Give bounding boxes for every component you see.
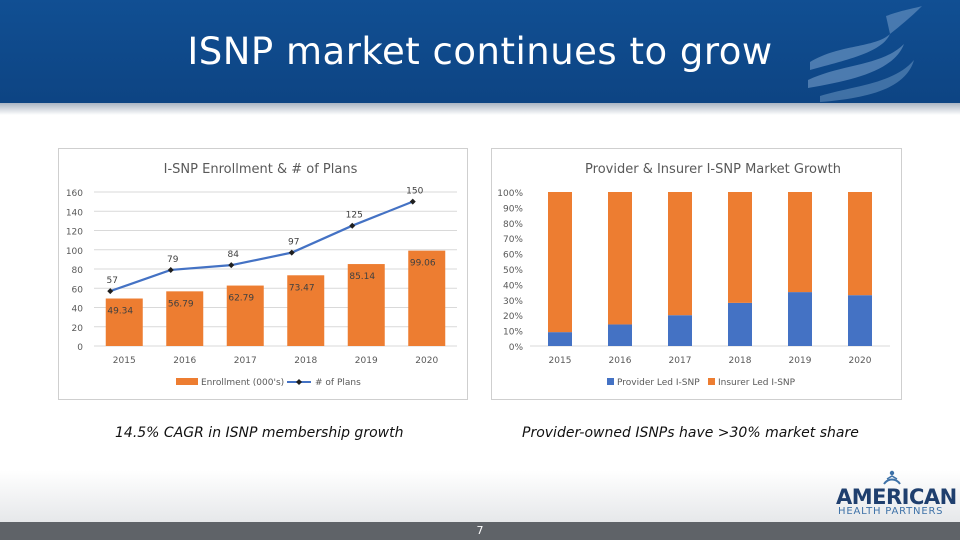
x-tick-label: 2015 <box>549 356 572 366</box>
plans-line <box>109 200 414 293</box>
bar-provider-led <box>668 315 692 346</box>
x-tick-label: 2019 <box>355 356 378 366</box>
plans-point <box>228 262 235 269</box>
x-tick-label: 2018 <box>294 356 317 366</box>
bar-insurer-led <box>548 192 572 333</box>
bar-enrollment <box>347 264 385 346</box>
caption-right: Provider-owned ISNPs have >30% market sh… <box>522 425 859 441</box>
y-tick-label: 40% <box>503 281 523 291</box>
x-tick-label: 2016 <box>609 356 632 366</box>
y-tick-label: 20 <box>72 324 84 334</box>
legend-swatch-provider <box>607 378 614 385</box>
line-data-label: 79 <box>167 255 179 265</box>
bar-data-label: 73.47 <box>289 283 315 293</box>
y-tick-label: 20% <box>503 312 523 322</box>
bar-enrollment <box>105 298 143 346</box>
bar-provider-led <box>728 302 752 346</box>
y-tick-label: 90% <box>503 204 523 214</box>
y-tick-label: 120 <box>66 228 83 238</box>
bar-insurer-led <box>668 192 692 316</box>
y-tick-label: 0% <box>509 343 524 353</box>
plans-point <box>167 266 174 273</box>
y-tick-label: 70% <box>503 235 523 245</box>
legend-marker-plans <box>296 379 302 385</box>
bar-provider-led <box>608 324 632 346</box>
waves-logo-icon <box>808 6 922 102</box>
enrollment-chart: I-SNP Enrollment & # of Plans 0 20 40 60 80 10… <box>66 162 457 388</box>
x-tick-label: 2015 <box>113 356 136 366</box>
bar-data-label: 49.34 <box>107 307 133 317</box>
y-tick-label: 100 <box>66 247 83 257</box>
x-tick-label: 2020 <box>415 356 438 366</box>
bar-data-label: 62.79 <box>228 294 254 304</box>
legend-swatch-insurer <box>708 378 715 385</box>
legend-label: Provider Led I-SNP <box>617 378 700 388</box>
bar-insurer-led <box>848 192 872 296</box>
bar-provider-led <box>788 292 812 346</box>
legend-label: Enrollment (000's) <box>201 378 284 388</box>
y-tick-label: 0 <box>77 343 83 353</box>
market-growth-chart-panel: Provider & Insurer I-SNP Market Growth 0%… <box>491 148 902 400</box>
x-tick-label: 2017 <box>669 356 692 366</box>
plans-point <box>349 222 356 229</box>
page-number: 7 <box>476 524 484 537</box>
caption-left: 14.5% CAGR in ISNP membership growth <box>115 425 404 441</box>
legend-label: # of Plans <box>315 378 361 388</box>
header-bar: ISNP market continues to grow <box>0 0 960 115</box>
plans-point <box>107 288 114 295</box>
bar-data-label: 56.79 <box>168 299 194 309</box>
y-tick-label: 100% <box>497 189 523 199</box>
y-tick-label: 50% <box>503 266 523 276</box>
company-subtitle: HEALTH PARTNERS <box>838 506 944 517</box>
line-data-label: 150 <box>406 187 423 197</box>
bar-insurer-led <box>728 192 752 303</box>
line-data-label: 84 <box>228 250 240 260</box>
y-tick-label: 140 <box>66 208 83 218</box>
bottom-fade <box>0 470 960 522</box>
y-tick-label: 60% <box>503 251 523 261</box>
plans-point <box>288 249 295 256</box>
y-tick-label: 30% <box>503 297 523 307</box>
line-data-label: 125 <box>346 211 363 221</box>
bar-enrollment <box>408 250 446 346</box>
star-figure-icon <box>883 470 901 485</box>
bar-provider-led <box>548 332 572 346</box>
line-data-label: 97 <box>288 238 299 248</box>
x-tick-label: 2018 <box>729 356 752 366</box>
bar-insurer-led <box>788 192 812 293</box>
chart-title: I-SNP Enrollment & # of Plans <box>164 162 358 177</box>
enrollment-chart-panel: I-SNP Enrollment & # of Plans 0 20 40 60 80 10… <box>58 148 468 400</box>
slide-title: ISNP market continues to grow <box>187 30 773 73</box>
line-data-label: 57 <box>107 276 118 286</box>
legend-label: Insurer Led I-SNP <box>718 378 796 388</box>
plans-point <box>409 198 416 205</box>
bar-provider-led <box>848 295 872 346</box>
bar-enrollment <box>166 291 204 346</box>
x-tick-label: 2016 <box>173 356 196 366</box>
bar-insurer-led <box>608 192 632 325</box>
bar-data-label: 99.06 <box>410 259 436 269</box>
bar-data-label: 85.14 <box>349 272 375 282</box>
company-name: AMERICAN <box>836 485 957 509</box>
y-tick-label: 40 <box>72 305 84 315</box>
chart-title: Provider & Insurer I-SNP Market Growth <box>585 162 841 177</box>
y-tick-label: 80 <box>72 266 84 276</box>
x-tick-label: 2019 <box>789 356 812 366</box>
market-growth-chart: Provider & Insurer I-SNP Market Growth 0%… <box>497 162 890 388</box>
bar-enrollment <box>226 285 264 346</box>
x-tick-label: 2017 <box>234 356 257 366</box>
y-tick-label: 10% <box>503 328 523 338</box>
x-tick-label: 2020 <box>849 356 872 366</box>
y-tick-label: 160 <box>66 189 83 199</box>
y-tick-label: 60 <box>72 285 84 295</box>
legend-swatch-enrollment <box>176 378 198 385</box>
y-tick-label: 80% <box>503 220 523 230</box>
bar-enrollment <box>287 275 325 346</box>
footer-bar: 7 <box>0 522 960 540</box>
